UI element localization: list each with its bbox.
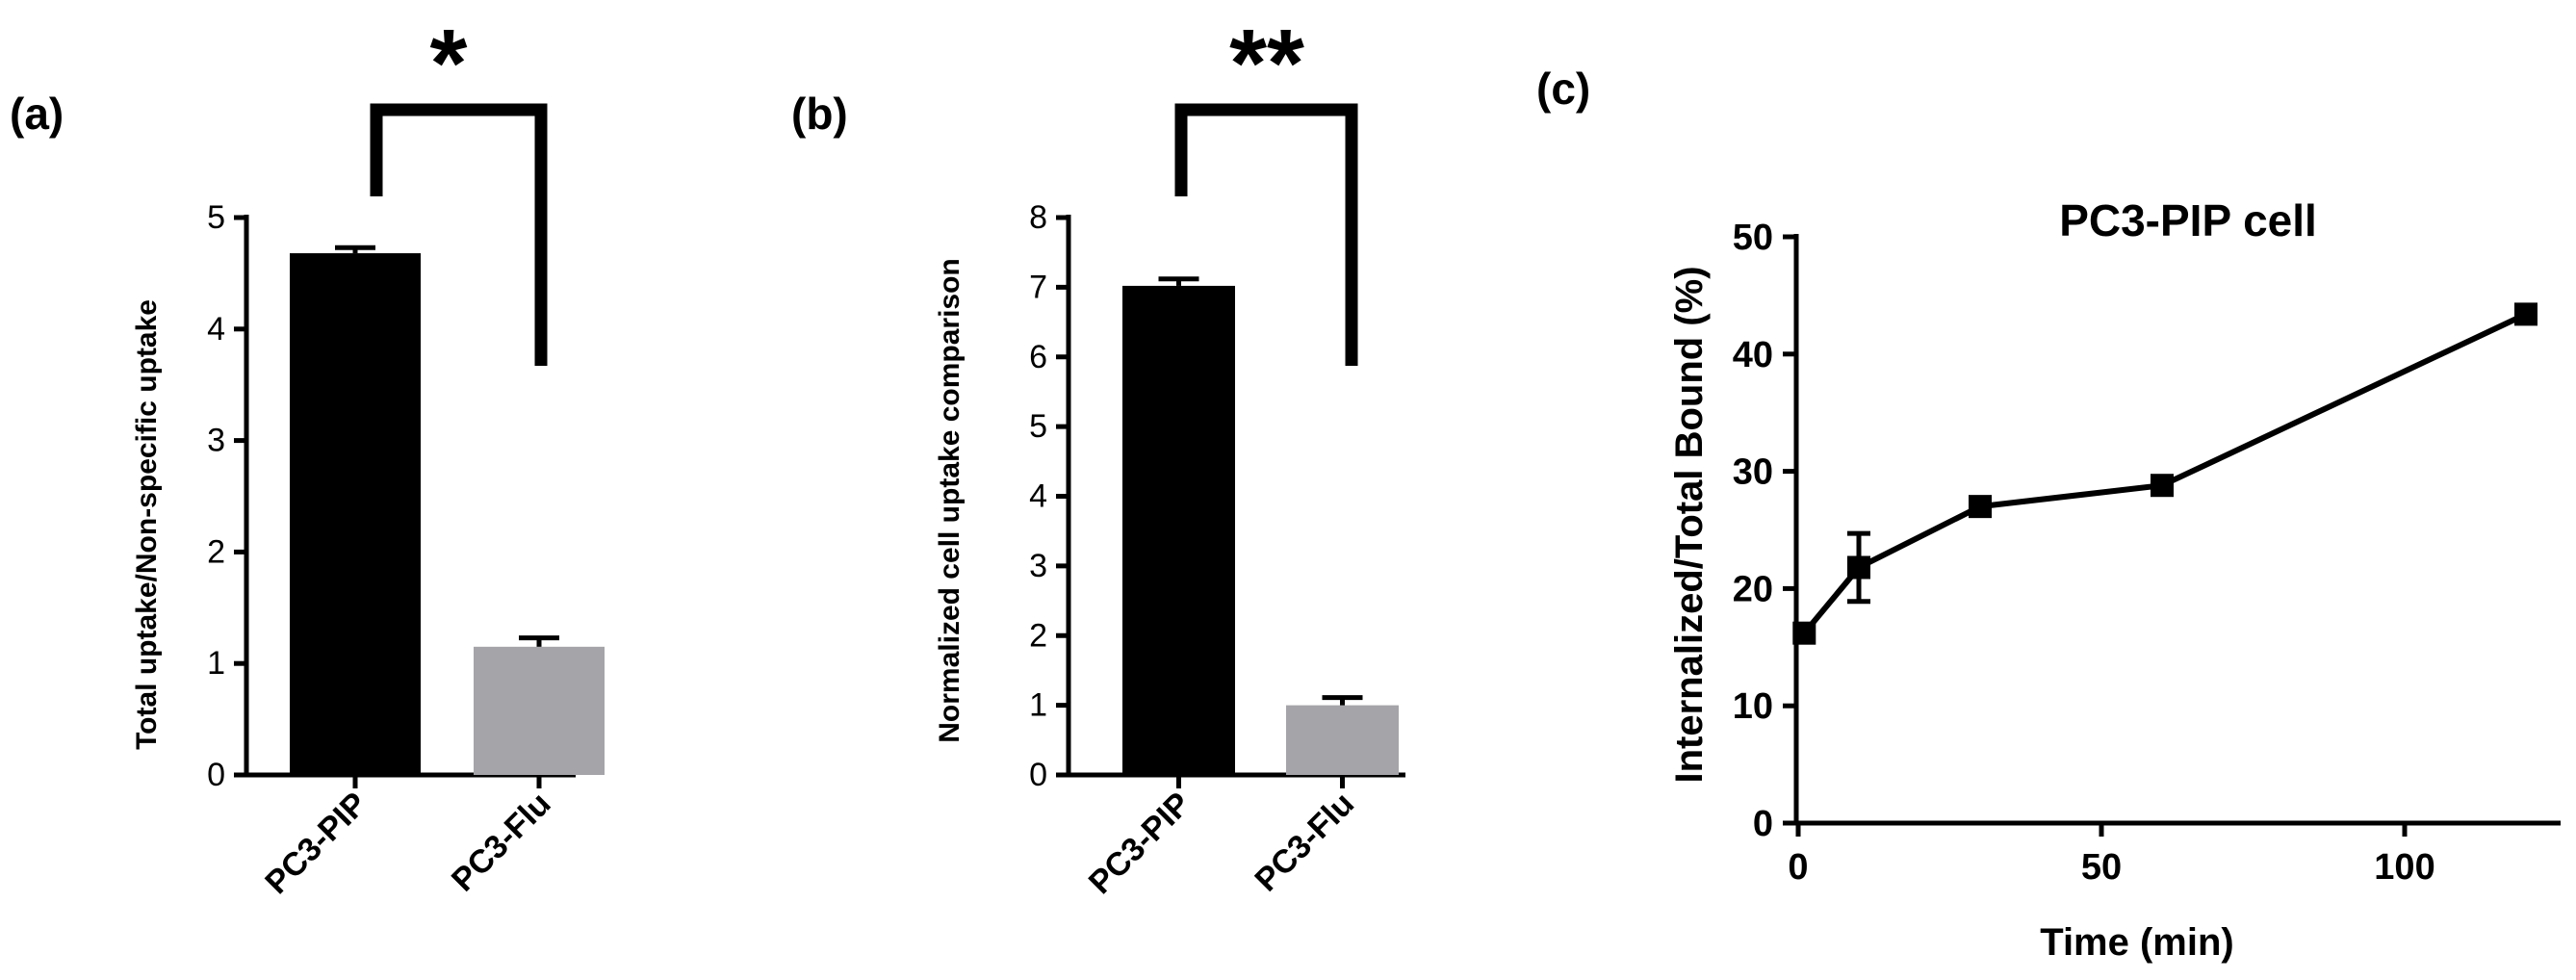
panel-b-x-ticks: PC3-PIP PC3-Flu: [1082, 775, 1361, 901]
y-tick-label: 4: [1029, 478, 1047, 515]
y-tick-label: 2: [207, 533, 225, 570]
y-tick-label: 2: [1029, 617, 1047, 654]
panel-c-y-ticks: 0 10 20 30 40 50: [1733, 218, 1796, 844]
x-tick-label: 0: [1788, 847, 1808, 888]
y-tick-label: 0: [207, 757, 225, 793]
y-tick-label: 20: [1733, 569, 1773, 609]
y-tick-label: 8: [1029, 199, 1047, 236]
panel-c-label: (c): [1536, 64, 1590, 114]
x-tick-label: PC3-Flu: [1248, 786, 1361, 899]
data-point: [2151, 474, 2174, 498]
y-tick-label: 6: [1029, 339, 1047, 375]
significance-bracket: [1174, 103, 1358, 366]
x-tick-label: PC3-PIP: [1082, 786, 1198, 901]
panel-b-bars: [1122, 276, 1399, 775]
x-tick-label: 50: [2081, 847, 2122, 888]
bar-pc3-pip: [290, 253, 421, 775]
y-tick-label: 30: [1733, 452, 1773, 493]
y-tick-label: 7: [1029, 269, 1047, 305]
panel-b-y-axis-title: Normalized cell uptake comparison: [934, 258, 966, 742]
data-point: [1847, 555, 1870, 580]
panel-c-title: PC3-PIP cell: [2059, 195, 2317, 245]
panel-c-axes: [1793, 234, 2561, 826]
y-tick-label: 0: [1029, 757, 1047, 793]
panel-a-x-ticks: PC3-PIP PC3-Flu: [258, 775, 558, 901]
y-tick-label: 3: [207, 423, 225, 459]
bar-pc3-pip: [1122, 285, 1235, 775]
significance-marker: **: [1229, 10, 1304, 117]
y-tick-label: 4: [207, 311, 225, 348]
significance-marker: *: [430, 10, 468, 117]
data-point: [2514, 302, 2537, 326]
panel-c-x-axis-title: Time (min): [2040, 921, 2234, 964]
panel-a-label: (a): [10, 89, 64, 139]
significance-bracket: [370, 103, 548, 366]
y-tick-label: 5: [207, 199, 225, 236]
panel-a-y-axis-title: Total uptake/Non-specific uptake: [131, 299, 163, 750]
data-point: [1792, 621, 1816, 645]
y-tick-label: 50: [1733, 218, 1773, 258]
data-point: [1969, 495, 1992, 519]
y-tick-label: 5: [1029, 408, 1047, 445]
panel-a-bars: [290, 245, 605, 775]
panel-b-label: (b): [791, 89, 848, 139]
x-tick-label: 100: [2374, 847, 2434, 888]
panel-b-bar-chart: (b) Normalized cell uptake comparison 0 1…: [791, 10, 1405, 901]
panel-c-x-ticks: 0 50 100: [1788, 823, 2435, 888]
y-tick-label: 10: [1733, 686, 1773, 727]
y-tick-label: 0: [1753, 804, 1773, 844]
panel-c-line-chart: (c) PC3-PIP cell Internalized/Total Boun…: [1536, 64, 2561, 964]
panel-c-y-axis-title: Internalized/Total Bound (%): [1668, 266, 1711, 783]
x-tick-label: PC3-PIP: [258, 786, 374, 901]
y-tick-label: 1: [1029, 687, 1047, 724]
x-tick-label: PC3-Flu: [445, 786, 558, 899]
y-tick-label: 40: [1733, 335, 1773, 375]
bar-pc3-flu: [474, 646, 605, 775]
y-tick-label: 1: [207, 645, 225, 682]
bar-pc3-flu: [1286, 705, 1399, 775]
panel-b-y-ticks: 0 1 2 3 4 5 6 7 8: [1029, 199, 1069, 793]
panel-a-bar-chart: (a) Total uptake/Non-specific uptake 0 1 2…: [10, 10, 605, 901]
panel-a-y-ticks: 0 1 2 3 4 5: [207, 199, 246, 793]
panel-a-significance: *: [370, 10, 548, 366]
series-line: [1801, 311, 2528, 635]
panel-b-significance: **: [1174, 10, 1358, 366]
panel-c-series: [1792, 302, 2537, 645]
y-tick-label: 3: [1029, 548, 1047, 584]
